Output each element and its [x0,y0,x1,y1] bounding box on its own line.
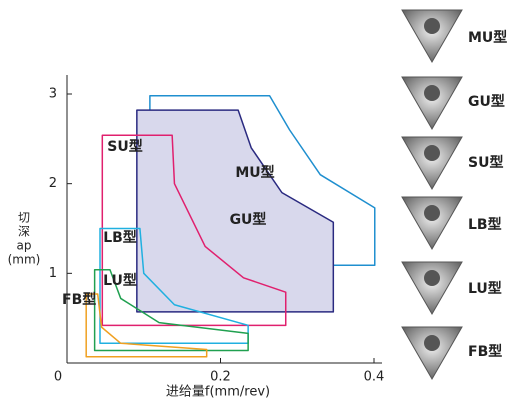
x-tick-label: 0 [54,370,62,385]
legend-label: LU型 [468,280,502,297]
x-axis-label: 进给量f(mm/rev) [166,385,270,400]
legend-label: FB型 [468,343,502,360]
region-label: LU型 [103,272,137,289]
region-label: FB型 [62,291,96,308]
y-axis-label: (mm) [8,253,41,267]
chart: 进给量f(mm/rev) 切深ap(mm) 0 0.2 0.4 1 2 3 MU型 MU型 GU型… [0,0,507,403]
y-axis-label: 深 [18,225,30,239]
region-label: GU型 [230,211,267,228]
x-tick-label: 0.4 [364,370,385,385]
legend-label: GU型 [468,93,505,110]
region [137,110,333,312]
y-tick-label: 1 [49,266,57,281]
y-axis-label: 切 [18,211,30,225]
legend-label: SU型 [468,154,503,171]
y-tick-label: 3 [49,87,57,102]
page: {"chart_data": {"type": "area-map", "x_l… [0,0,507,407]
legend-label: LB型 [468,216,502,233]
region-label: MU型 [235,164,274,181]
y-axis-label: ap [17,239,32,253]
legend-label: MU型 [468,29,507,46]
insert-icons [402,10,462,379]
region-label: LB型 [103,229,137,246]
region-label: SU型 [107,138,142,155]
x-tick-label: 0.2 [210,370,231,385]
y-tick-label: 2 [49,176,57,191]
